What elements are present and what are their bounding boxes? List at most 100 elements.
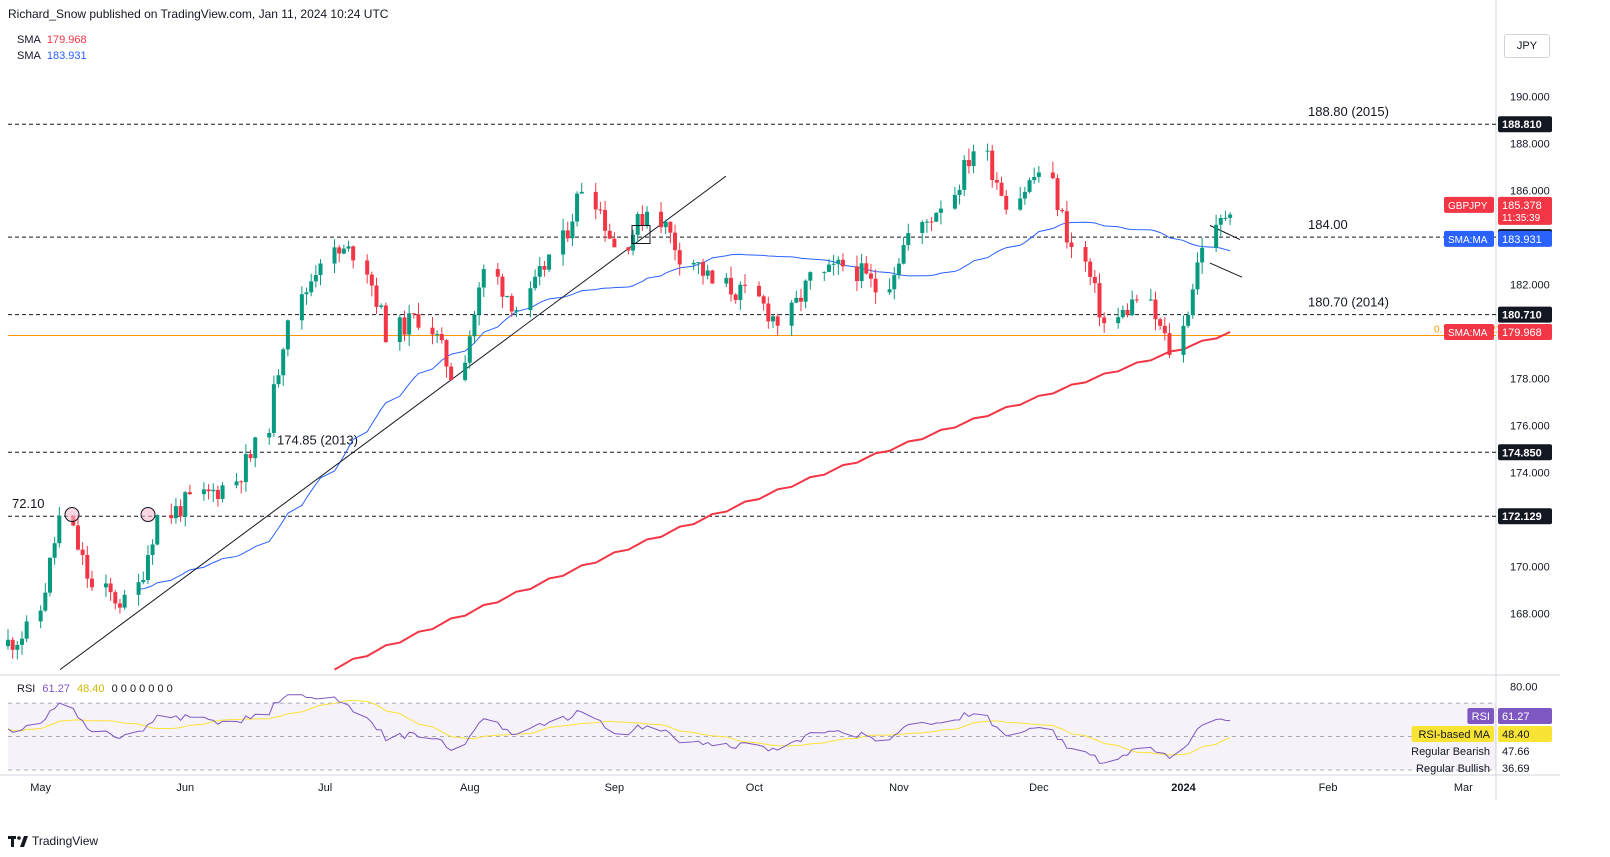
candle-body: [365, 260, 370, 275]
month-label: Oct: [746, 782, 763, 794]
month-label: Dec: [1029, 782, 1049, 794]
candle-body: [1228, 214, 1233, 218]
sma-legend-slow[interactable]: SMA 179.968: [17, 34, 87, 46]
month-label: Jun: [176, 782, 194, 794]
candle-body: [379, 305, 384, 307]
candle-body: [19, 638, 24, 645]
candle-body: [173, 506, 178, 519]
candle-body: [309, 281, 314, 293]
candle-body: [934, 212, 939, 222]
rsi-value-text: 47.66: [1502, 746, 1530, 758]
candle-body: [985, 150, 990, 152]
candle-body: [761, 296, 766, 304]
level-label: 188.80 (2015): [1308, 104, 1389, 119]
time-axis[interactable]: May Jun Jul Aug Sep Oct Nov Dec 2024 Feb Mar: [30, 782, 1473, 794]
candle-body: [705, 270, 710, 276]
currency-button[interactable]: JPY: [1504, 34, 1550, 58]
candle-body: [439, 333, 444, 341]
candle-body: [729, 277, 734, 295]
retest-box: [631, 225, 651, 244]
month-label: Jul: [318, 782, 332, 794]
rsi-legend[interactable]: RSI 61.27 48.40 0 0 0 0 0 0 0: [17, 683, 173, 695]
resistance-touch-marker: [64, 507, 80, 523]
rsi-value-tag: [1498, 708, 1552, 724]
price-tick-label: 182.000: [1510, 279, 1550, 291]
price-tick-label: 190.000: [1510, 91, 1550, 103]
candle-body: [542, 266, 547, 270]
candle-body: [477, 287, 482, 315]
rsi-value: 61.27: [42, 683, 70, 695]
sma-legend-fast[interactable]: SMA 183.931: [17, 50, 87, 62]
candle-body: [1097, 283, 1102, 318]
candle-body: [892, 275, 897, 290]
rsi-value-tag: [1498, 726, 1552, 742]
candle-body: [500, 276, 505, 297]
candle-body: [435, 333, 440, 335]
candle-body: [1083, 247, 1088, 262]
level-price-tag: [1498, 508, 1552, 525]
candle-body: [659, 211, 664, 228]
candle-body: [1027, 180, 1032, 192]
candle-body: [89, 578, 94, 588]
candle-body: [215, 489, 220, 499]
candle-body: [1092, 276, 1097, 284]
candle-body: [187, 492, 192, 495]
candle-body: [248, 454, 253, 459]
sma-value: 179.968: [46, 34, 87, 46]
countdown-text: 11:35:39: [1502, 213, 1541, 224]
candle-body: [1190, 289, 1195, 316]
footer-brand[interactable]: TradingView: [8, 834, 98, 848]
candle-body: [836, 259, 841, 264]
rsi-lines: [7, 694, 1231, 765]
candle-body: [318, 263, 323, 276]
candle-body: [607, 230, 612, 239]
candle-body: [826, 264, 831, 272]
candle-body: [243, 454, 248, 483]
candle-body: [887, 289, 892, 293]
candle-body: [449, 366, 454, 381]
candle-body: [220, 485, 225, 499]
candle-body: [150, 544, 155, 556]
candle-body: [1181, 325, 1186, 355]
candle-body: [1004, 195, 1009, 210]
series-value-tag: [1498, 196, 1552, 225]
candle-body: [276, 375, 281, 385]
price-axis[interactable]: 168.000170.000172.000174.000176.000178.0…: [1510, 44, 1550, 693]
candle-body: [756, 285, 761, 297]
candle-body: [1064, 211, 1069, 243]
candle-body: [803, 280, 808, 302]
candle-body: [183, 492, 188, 517]
candle-body: [253, 437, 258, 459]
level-label: 184.00: [1308, 217, 1348, 232]
month-label: Feb: [1319, 782, 1338, 794]
candle-body: [1200, 247, 1205, 263]
candle-body: [1214, 224, 1219, 248]
candle-body: [430, 327, 435, 335]
candle-body: [346, 246, 351, 249]
level-price-tag-text: 188.810: [1502, 119, 1542, 131]
candle-body: [533, 276, 538, 289]
candle-body: [178, 506, 183, 517]
candle-body: [663, 221, 668, 228]
candle-body: [1158, 319, 1163, 326]
candle-body: [822, 271, 827, 273]
rsi-extras: 0 0 0 0 0 0 0: [111, 683, 173, 695]
candle-body: [463, 362, 468, 381]
candle-body: [1195, 262, 1200, 290]
candle-body: [332, 247, 337, 264]
candle-body: [859, 263, 864, 282]
level-label: 180.70 (2014): [1308, 295, 1389, 310]
candle-body: [155, 515, 160, 545]
candle-body: [738, 284, 743, 301]
candle-body: [103, 583, 108, 588]
rsi-label: RSI: [17, 683, 36, 695]
rsi-tick-label: 80.00: [1510, 681, 1538, 693]
candle-body: [113, 592, 118, 604]
candle-body: [1055, 178, 1060, 210]
candle-body: [971, 151, 976, 167]
candle-body: [840, 259, 845, 267]
candle-body: [1060, 209, 1065, 212]
candle-body: [6, 639, 10, 647]
candle-body: [1102, 317, 1107, 324]
